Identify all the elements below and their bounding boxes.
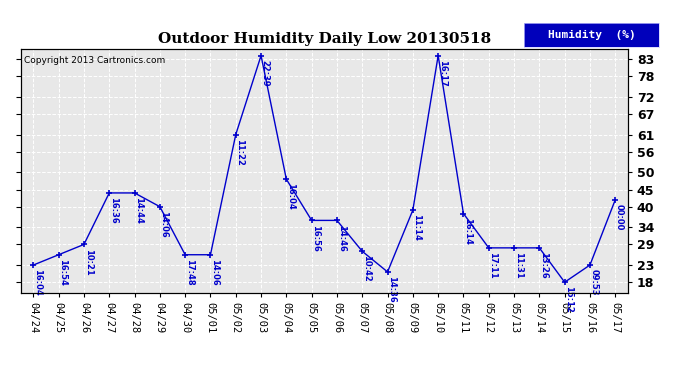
Text: 09:53: 09:53 [590,269,599,296]
Text: 14:06: 14:06 [159,211,168,238]
Text: 10:21: 10:21 [83,249,92,275]
Text: 16:04: 16:04 [33,269,42,296]
Text: 00:00: 00:00 [615,204,624,230]
Text: 16:14: 16:14 [463,218,472,244]
Text: 16:36: 16:36 [109,197,118,224]
Text: 13:26: 13:26 [539,252,548,279]
Text: Humidity  (%): Humidity (%) [548,30,635,40]
Text: 16:54: 16:54 [59,259,68,286]
Text: 11:14: 11:14 [413,214,422,241]
Text: 14:44: 14:44 [135,197,144,224]
Text: 16:17: 16:17 [438,60,447,87]
Text: 16:56: 16:56 [311,225,320,252]
Text: 10:42: 10:42 [362,255,371,282]
Text: 14:36: 14:36 [387,276,396,303]
Text: 11:31: 11:31 [514,252,523,279]
Text: 11:22: 11:22 [235,139,244,166]
Text: 16:04: 16:04 [286,183,295,210]
Text: 22:39: 22:39 [261,60,270,86]
Text: Copyright 2013 Cartronics.com: Copyright 2013 Cartronics.com [23,56,165,65]
Text: 17:48: 17:48 [185,259,194,285]
Text: 14:06: 14:06 [210,259,219,286]
Text: 17:11: 17:11 [489,252,497,279]
Title: Outdoor Humidity Daily Low 20130518: Outdoor Humidity Daily Low 20130518 [158,32,491,46]
Text: 15:12: 15:12 [564,286,573,313]
Text: 14:46: 14:46 [337,225,346,252]
